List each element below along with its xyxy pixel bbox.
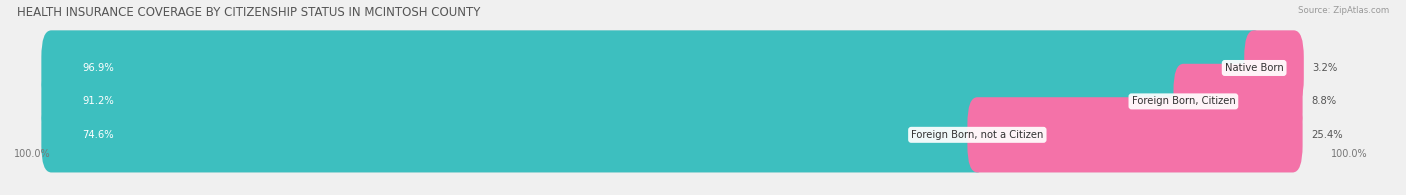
Text: 100.0%: 100.0%	[14, 149, 51, 159]
FancyBboxPatch shape	[1174, 64, 1302, 139]
FancyBboxPatch shape	[967, 97, 1302, 172]
Text: 8.8%: 8.8%	[1312, 96, 1336, 106]
Text: 91.2%: 91.2%	[83, 96, 114, 106]
FancyBboxPatch shape	[41, 30, 1302, 105]
FancyBboxPatch shape	[41, 30, 1264, 105]
Text: 74.6%: 74.6%	[83, 130, 114, 140]
FancyBboxPatch shape	[41, 64, 1194, 139]
FancyBboxPatch shape	[41, 64, 1302, 139]
Text: 25.4%: 25.4%	[1312, 130, 1343, 140]
Text: HEALTH INSURANCE COVERAGE BY CITIZENSHIP STATUS IN MCINTOSH COUNTY: HEALTH INSURANCE COVERAGE BY CITIZENSHIP…	[17, 6, 481, 19]
Text: Native Born: Native Born	[1225, 63, 1284, 73]
Text: Source: ZipAtlas.com: Source: ZipAtlas.com	[1298, 6, 1389, 15]
FancyBboxPatch shape	[41, 97, 1302, 172]
Text: Foreign Born, Citizen: Foreign Born, Citizen	[1132, 96, 1236, 106]
Text: 96.9%: 96.9%	[83, 63, 114, 73]
Text: Foreign Born, not a Citizen: Foreign Born, not a Citizen	[911, 130, 1043, 140]
Text: 3.2%: 3.2%	[1312, 63, 1337, 73]
FancyBboxPatch shape	[41, 97, 987, 172]
Text: 100.0%: 100.0%	[1330, 149, 1367, 159]
FancyBboxPatch shape	[1244, 30, 1303, 105]
